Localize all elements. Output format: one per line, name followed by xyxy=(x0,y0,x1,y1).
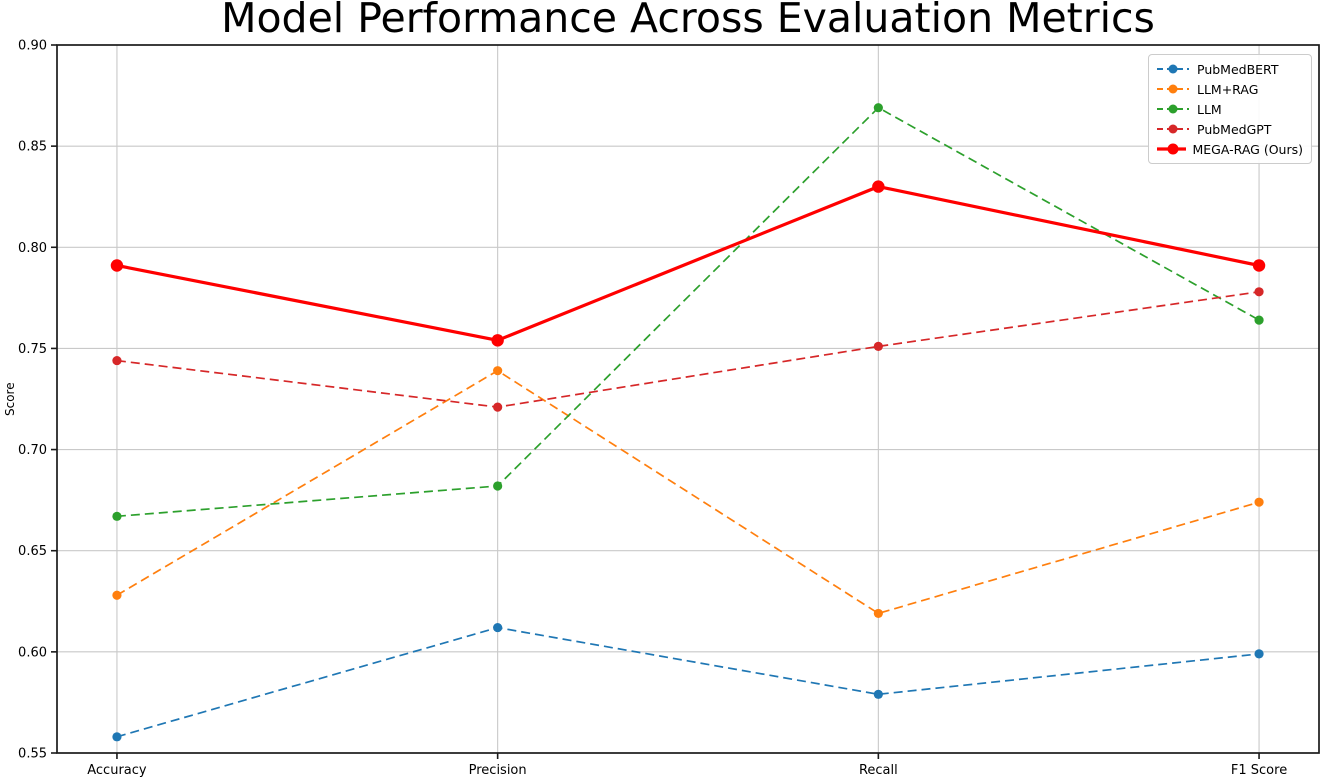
data-point-pubmedbert-precision xyxy=(493,622,503,633)
legend-line-sample xyxy=(1157,64,1189,74)
y-tick-label: 0.80 xyxy=(18,241,47,256)
legend-marker xyxy=(1168,104,1178,114)
legend-line-sample xyxy=(1157,124,1189,134)
legend-label: MEGA-RAG (Ours) xyxy=(1192,141,1304,157)
legend-marker xyxy=(1168,124,1178,134)
data-point-mega-rag-ours-accuracy xyxy=(110,259,124,272)
legend-label: LLM xyxy=(1197,101,1222,117)
data-point-llm-rag-precision xyxy=(493,366,503,376)
legend-line-sample xyxy=(1157,104,1189,114)
legend-line-sample xyxy=(1157,84,1189,94)
y-tick-label: 0.70 xyxy=(18,443,47,458)
legend-label: LLM+RAG xyxy=(1197,81,1259,97)
legend-item-llm-rag: LLM+RAG xyxy=(1156,80,1303,98)
data-point-pubmedbert-recall xyxy=(873,689,883,699)
legend-line-sample xyxy=(1157,143,1186,155)
y-tick-label: 0.65 xyxy=(18,544,47,559)
data-point-llm-precision xyxy=(493,481,503,491)
data-point-mega-rag-ours-precision xyxy=(491,334,504,347)
data-point-llm-recall xyxy=(873,103,883,113)
data-point-pubmedgpt-f1-score xyxy=(1254,287,1264,297)
y-tick-label: 0.85 xyxy=(18,140,47,155)
data-point-pubmedgpt-accuracy xyxy=(112,355,122,366)
data-point-mega-rag-ours-recall xyxy=(872,180,885,193)
legend: PubMedBERT LLM+RAG LLM PubMedGPT MEGA-RAG (O… xyxy=(1148,54,1312,164)
legend-label: PubMedGPT xyxy=(1197,121,1272,137)
series-line-pubmedbert xyxy=(116,626,1260,738)
grid xyxy=(57,44,1319,754)
plot-border xyxy=(56,44,1320,754)
x-tick-label-recall: Recall xyxy=(859,763,898,778)
data-point-pubmedbert-accuracy xyxy=(112,732,122,742)
legend-marker xyxy=(1168,64,1178,74)
legend-item-llm: LLM xyxy=(1156,100,1303,118)
data-point-mega-rag-ours-f1-score xyxy=(1252,259,1266,272)
legend-label: PubMedBERT xyxy=(1197,61,1279,77)
series-line-llm-rag xyxy=(116,369,1260,615)
legend-marker xyxy=(1168,84,1178,94)
data-point-pubmedbert-f1-score xyxy=(1254,649,1264,659)
data-point-llm-rag-accuracy xyxy=(112,590,122,600)
legend-item-pubmedgpt: PubMedGPT xyxy=(1156,120,1303,138)
y-tick-label: 0.60 xyxy=(18,645,47,660)
series-line-pubmedgpt xyxy=(116,290,1260,408)
y-tick-label: 0.90 xyxy=(18,39,47,54)
legend-item-mega-rag-ours: MEGA-RAG (Ours) xyxy=(1156,140,1303,158)
legend-item-pubmedbert: PubMedBERT xyxy=(1156,60,1303,78)
y-tick-label: 0.75 xyxy=(18,342,47,357)
x-tick-label-f1-score: F1 Score xyxy=(1231,763,1287,778)
data-point-llm-rag-recall xyxy=(873,608,883,619)
axis-ticks: 0.55 0.60 0.65 0.70 0.75 0.80 0.85 0.90 Accuracy… xyxy=(18,39,1287,779)
data-point-llm-accuracy xyxy=(112,511,122,521)
data-point-pubmedgpt-recall xyxy=(873,341,883,352)
series-line-llm xyxy=(116,106,1260,518)
series-line-mega-rag-ours xyxy=(116,184,1260,342)
data-point-llm-rag-f1-score xyxy=(1254,497,1264,507)
data-point-pubmedgpt-precision xyxy=(493,402,503,412)
legend-marker xyxy=(1167,143,1179,155)
x-tick-label-accuracy: Accuracy xyxy=(87,763,147,778)
series-group xyxy=(110,103,1266,742)
x-tick-label-precision: Precision xyxy=(469,763,527,778)
data-point-llm-f1-score xyxy=(1254,315,1264,325)
y-tick-label: 0.55 xyxy=(18,747,47,762)
chart-title: Model Performance Across Evaluation Metr… xyxy=(221,0,1155,42)
